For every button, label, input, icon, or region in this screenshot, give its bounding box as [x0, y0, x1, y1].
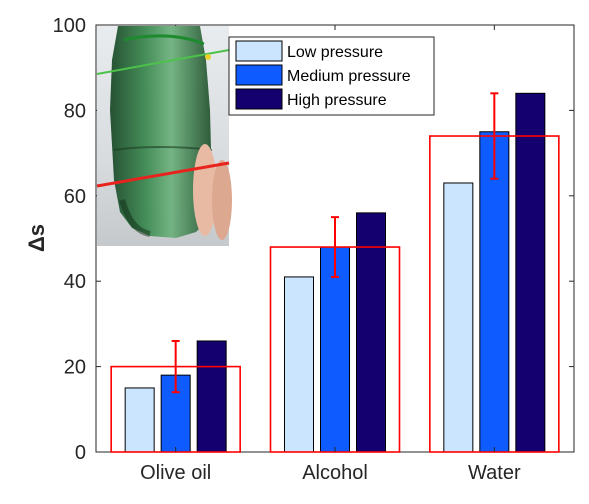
x-tick-label: Water — [468, 462, 521, 484]
y-tick-label: 80 — [64, 100, 86, 122]
bar-high-pressure — [356, 212, 386, 453]
x-tick-label: Alcohol — [302, 462, 368, 484]
y-tick-label: 100 — [53, 15, 86, 37]
y-tick-label: 0 — [75, 442, 86, 464]
bar-low-pressure — [443, 182, 474, 453]
legend-swatch — [235, 88, 283, 110]
chart-marks — [110, 92, 560, 453]
y-tick-label: 60 — [64, 186, 86, 208]
legend-swatch — [235, 40, 283, 62]
legend: Low pressure Medium pressure High pressure — [228, 36, 435, 116]
legend-swatch — [235, 64, 283, 86]
inset-bottle-photo — [96, 26, 232, 246]
x-tick-label: Olive oil — [140, 462, 211, 484]
legend-label: Low pressure — [287, 44, 383, 61]
legend-label: Medium pressure — [287, 68, 411, 85]
legend-label: High pressure — [287, 92, 387, 109]
bar-high-pressure — [515, 92, 546, 453]
y-axis-label: Δs — [24, 224, 49, 252]
x-axis: Olive oil Alcohol Water — [140, 25, 521, 484]
bar-medium-pressure — [479, 131, 510, 453]
y-tick-label: 20 — [64, 357, 86, 379]
bar-low-pressure — [284, 276, 314, 453]
bar-high-pressure — [196, 340, 227, 453]
y-axis: 0 20 40 60 80 100 — [53, 15, 574, 464]
bar-low-pressure — [124, 387, 155, 453]
y-tick-label: 40 — [64, 271, 86, 293]
